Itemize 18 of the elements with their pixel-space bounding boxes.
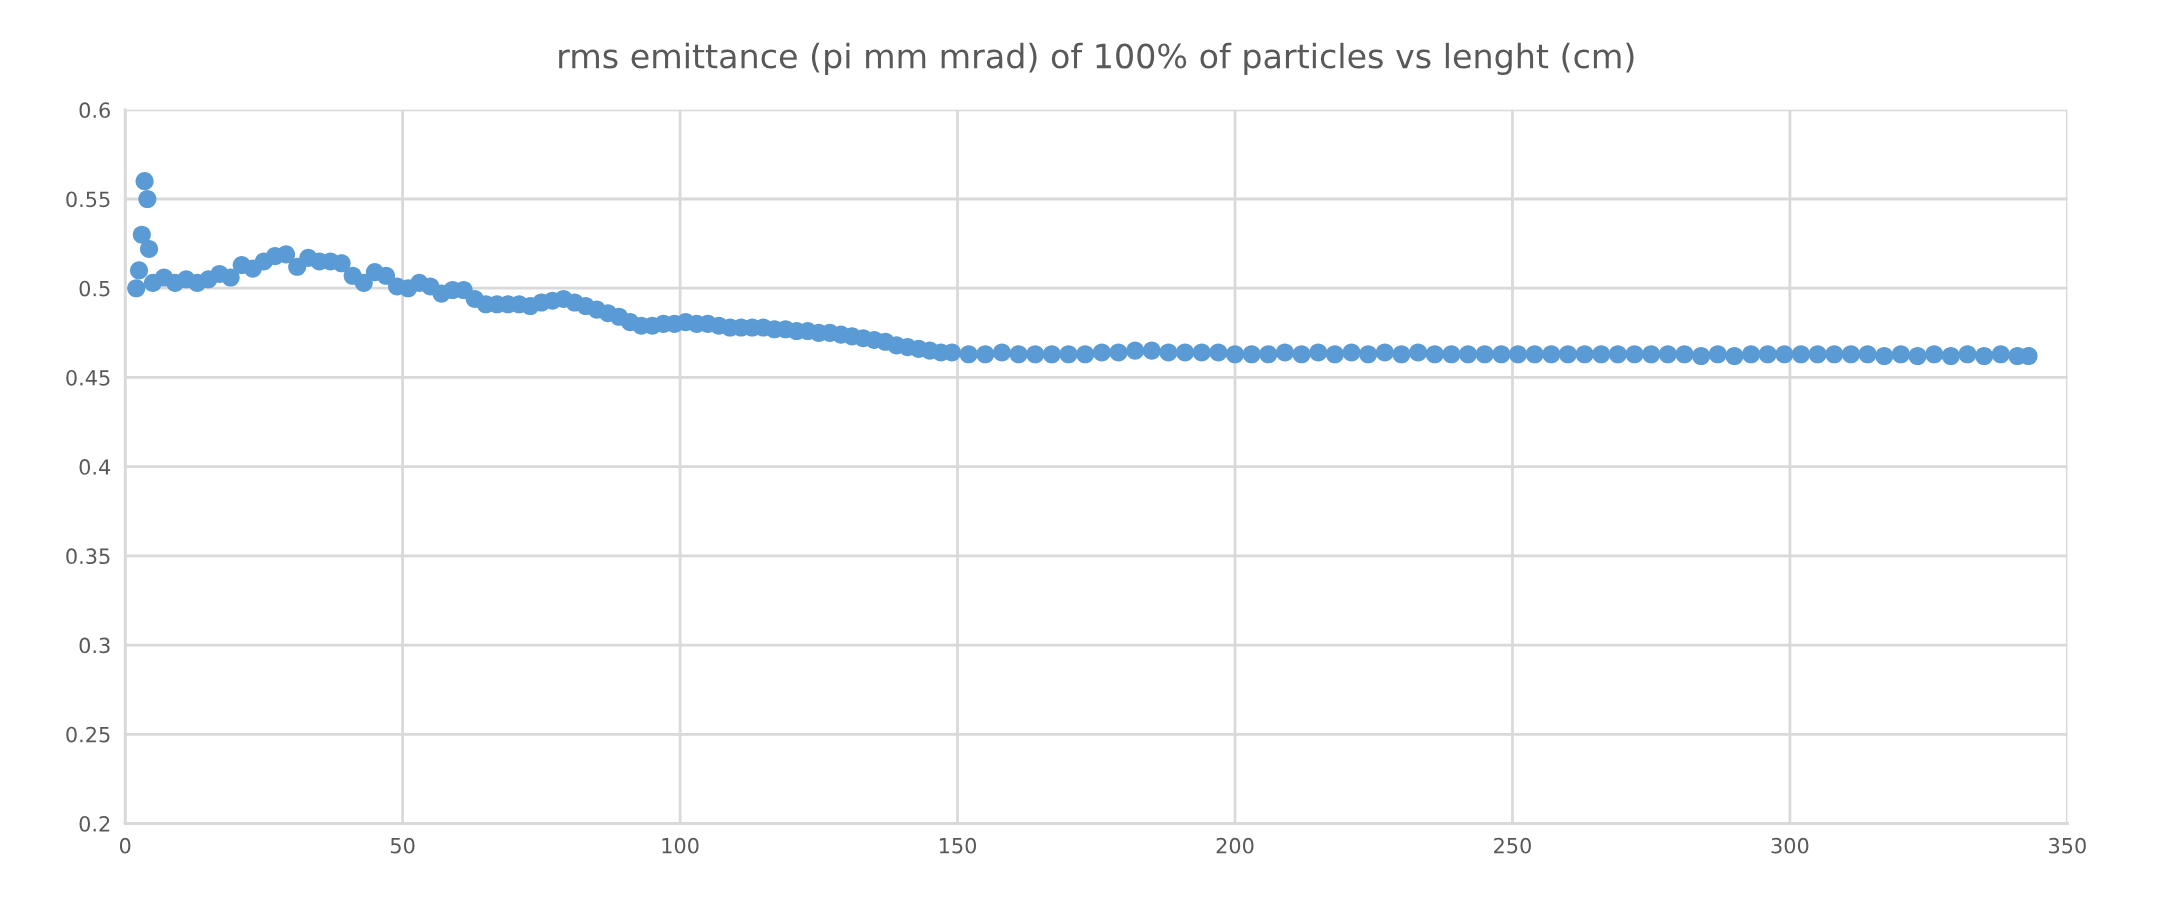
x-tick-label: 100	[662, 837, 699, 854]
y-tick-label: 0.25	[66, 726, 110, 743]
x-tick-label: 200	[1216, 837, 1254, 854]
x-tick-label: 0	[119, 837, 131, 854]
y-tick-label: 0.55	[66, 191, 110, 208]
x-tick-label: 150	[939, 837, 977, 854]
y-tick-label: 0.3	[79, 637, 110, 654]
x-tick-label: 350	[2049, 837, 2086, 854]
x-tick-label: 50	[390, 837, 415, 854]
y-tick-label: 0.35	[66, 548, 110, 565]
y-tick-label: 0.45	[66, 369, 110, 386]
y-tick-label: 0.2	[79, 815, 110, 832]
x-tick-label: 300	[1771, 837, 1809, 854]
x-tick-label: 250	[1494, 837, 1531, 854]
chart-title: rms emittance (pi mm mrad) of 100% of particles vs lenght (cm)	[559, 42, 1634, 76]
y-tick-label: 0.6	[79, 102, 110, 119]
y-tick-label: 0.4	[79, 459, 111, 475]
y-tick-label: 0.5	[79, 280, 110, 297]
